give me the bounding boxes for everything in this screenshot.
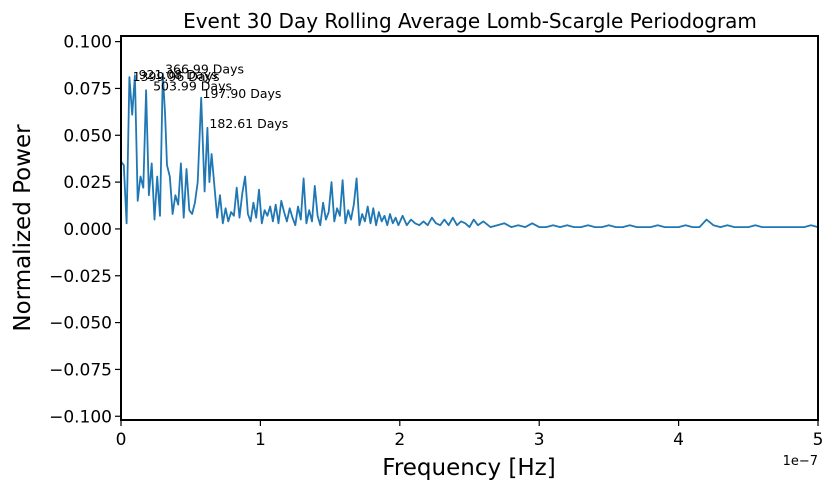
x-tick-label: 4 <box>673 430 684 450</box>
y-tick-label: 0.075 <box>63 79 112 99</box>
y-tick-label: −0.025 <box>49 267 112 287</box>
y-axis-label: Normalized Power <box>10 124 36 332</box>
plot-frame <box>120 35 819 421</box>
x-tick-label: 5 <box>813 430 824 450</box>
peak-annotation: 366.99 Days <box>165 62 244 77</box>
series-line-0 <box>120 72 819 229</box>
peak-annotation: 182.61 Days <box>209 116 288 131</box>
y-tick-label: 0.100 <box>63 33 112 53</box>
peak-annotation: 921.08 Days <box>139 67 218 82</box>
x-tick-label: 0 <box>116 430 127 450</box>
x-tick-label: 2 <box>394 430 405 450</box>
plot-series <box>120 72 819 229</box>
y-tick-label: 0.000 <box>63 220 112 240</box>
x-tick-label: 1 <box>255 430 266 450</box>
y-tick-label: −0.100 <box>49 407 112 427</box>
x-axis: 0 1 2 3 4 5 <box>116 420 824 450</box>
x-tick-label: 3 <box>534 430 545 450</box>
y-tick-label: 0.050 <box>63 126 112 146</box>
peak-annotation: 503.99 Days <box>153 78 232 93</box>
y-axis: −0.100 −0.075 −0.050 −0.025 0.000 0.025 0.050 0… <box>49 33 121 427</box>
peak-annotation: 197.90 Days <box>203 86 282 101</box>
y-tick-label: 0.025 <box>63 173 112 193</box>
y-tick-label: −0.050 <box>49 314 112 334</box>
x-axis-label: Frequency [Hz] <box>382 455 555 481</box>
y-tick-label: −0.075 <box>49 360 112 380</box>
x-axis-offset-label: 1e−7 <box>783 454 818 469</box>
peak-annotation: 1399.96 Days <box>133 69 220 84</box>
chart-title: Event 30 Day Rolling Average Lomb-Scargl… <box>183 9 757 33</box>
